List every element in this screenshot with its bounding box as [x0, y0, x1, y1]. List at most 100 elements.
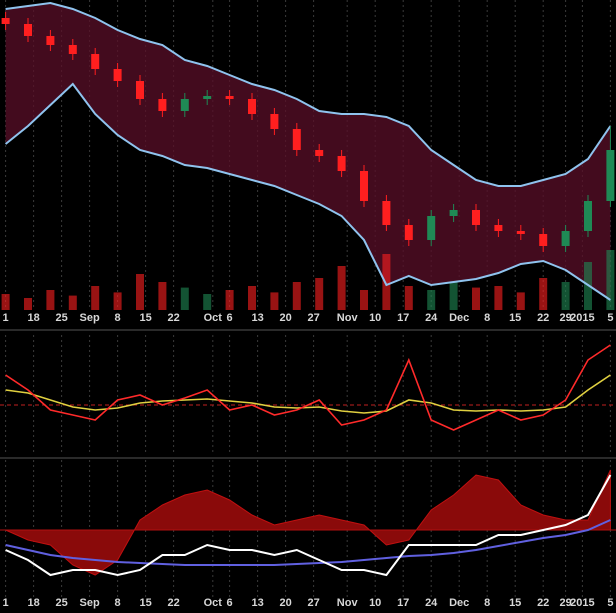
volume-bar	[136, 274, 144, 310]
volume-bar	[292, 282, 301, 310]
volume-bar	[427, 290, 436, 310]
candle-body	[46, 36, 55, 45]
volume-bar	[113, 292, 122, 310]
candle-body	[382, 201, 391, 225]
x-tick-label: 18	[27, 312, 39, 324]
candle-body	[337, 156, 346, 171]
volume-bar	[68, 295, 77, 310]
band-line	[4, 82, 611, 301]
volume-bar	[270, 292, 279, 310]
x-tick-label: Nov	[337, 312, 359, 324]
candle-body	[248, 99, 256, 114]
volume-bar	[248, 286, 256, 310]
x-tick-label: 2015	[570, 597, 594, 609]
candle-body	[494, 225, 503, 231]
band-fill	[5, 3, 611, 300]
candle-body	[68, 45, 77, 54]
x-tick-label: Oct	[204, 312, 223, 324]
x-tick-label: 25	[55, 597, 67, 609]
x-tick-label: Nov	[337, 597, 359, 609]
volume-bar	[91, 286, 100, 310]
volume-bar	[24, 298, 32, 310]
band-line	[5, 1, 612, 187]
candle-body	[292, 129, 301, 150]
oscillator-line	[5, 344, 611, 431]
x-tick-label: 22	[167, 597, 179, 609]
volume-bar	[382, 254, 391, 310]
x-tick-label: 24	[425, 312, 438, 324]
candle-body	[539, 234, 548, 246]
x-tick-label: 1	[3, 312, 9, 324]
x-tick-label: 22	[167, 312, 179, 324]
x-tick-label: 10	[369, 312, 381, 324]
x-tick-label: 22	[537, 597, 549, 609]
candle-body	[360, 171, 368, 201]
x-tick-label: 17	[397, 597, 409, 609]
x-tick-label: 15	[139, 597, 151, 609]
x-tick-label: 29	[559, 597, 571, 609]
volume-bar	[337, 266, 346, 310]
volume-bar	[539, 278, 548, 310]
x-tick-label: 27	[307, 312, 319, 324]
candle-body	[24, 24, 32, 36]
x-tick-label: 2015	[570, 312, 594, 324]
x-tick-label: Sep	[80, 597, 100, 609]
x-tick-label: 8	[484, 597, 490, 609]
x-tick-label: 24	[425, 597, 438, 609]
volume-bar	[561, 282, 570, 310]
candle-body	[315, 150, 324, 156]
x-tick-label: 22	[537, 312, 549, 324]
volume-bar	[315, 278, 324, 310]
candle-body	[91, 54, 100, 69]
indicator-line	[5, 474, 612, 577]
x-tick-label: 13	[251, 312, 263, 324]
volume-bar	[516, 292, 525, 310]
candle-body	[516, 231, 525, 234]
volume-bar	[472, 287, 480, 310]
candle-body	[606, 150, 615, 201]
volume-bar	[158, 282, 167, 310]
volume-bar	[360, 290, 368, 310]
x-tick-label: 10	[369, 597, 381, 609]
x-tick-label: 27	[307, 597, 319, 609]
x-tick-label: 15	[509, 312, 521, 324]
x-tick-label: 15	[139, 312, 151, 324]
volume-bar	[404, 286, 413, 310]
x-tick-label: Sep	[80, 312, 100, 324]
candle-body	[270, 114, 279, 129]
candle-body	[1, 18, 10, 24]
x-tick-label: 8	[484, 312, 490, 324]
candle-body	[113, 69, 122, 81]
volume-bar	[203, 294, 212, 310]
candle-body	[449, 210, 458, 216]
x-tick-label: Oct	[204, 597, 223, 609]
candle-body	[180, 99, 189, 111]
candle-body	[404, 225, 413, 240]
candle-body	[203, 96, 212, 99]
x-tick-label: 18	[27, 597, 39, 609]
x-tick-label: 25	[55, 312, 67, 324]
x-tick-label: 20	[279, 597, 291, 609]
candle-body	[136, 81, 144, 99]
x-tick-label: Dec	[449, 312, 469, 324]
candle-body	[472, 210, 480, 225]
volume-bar	[1, 294, 10, 310]
x-tick-label: 5	[607, 312, 613, 324]
x-tick-label: 29	[559, 312, 571, 324]
candle-body	[158, 99, 167, 111]
volume-bar	[449, 282, 458, 310]
candle-body	[225, 96, 234, 99]
x-tick-label: 8	[115, 597, 121, 609]
volume-bar	[225, 290, 234, 310]
x-tick-label: 8	[115, 312, 121, 324]
x-tick-label: 20	[279, 312, 291, 324]
candle-body	[561, 231, 570, 246]
candle-body	[427, 216, 436, 240]
indicator-line	[5, 519, 611, 566]
volume-bar	[46, 290, 55, 310]
x-tick-label: 17	[397, 312, 409, 324]
x-tick-label: 1	[3, 597, 9, 609]
volume-bar	[606, 250, 615, 310]
x-tick-label: 13	[251, 597, 263, 609]
